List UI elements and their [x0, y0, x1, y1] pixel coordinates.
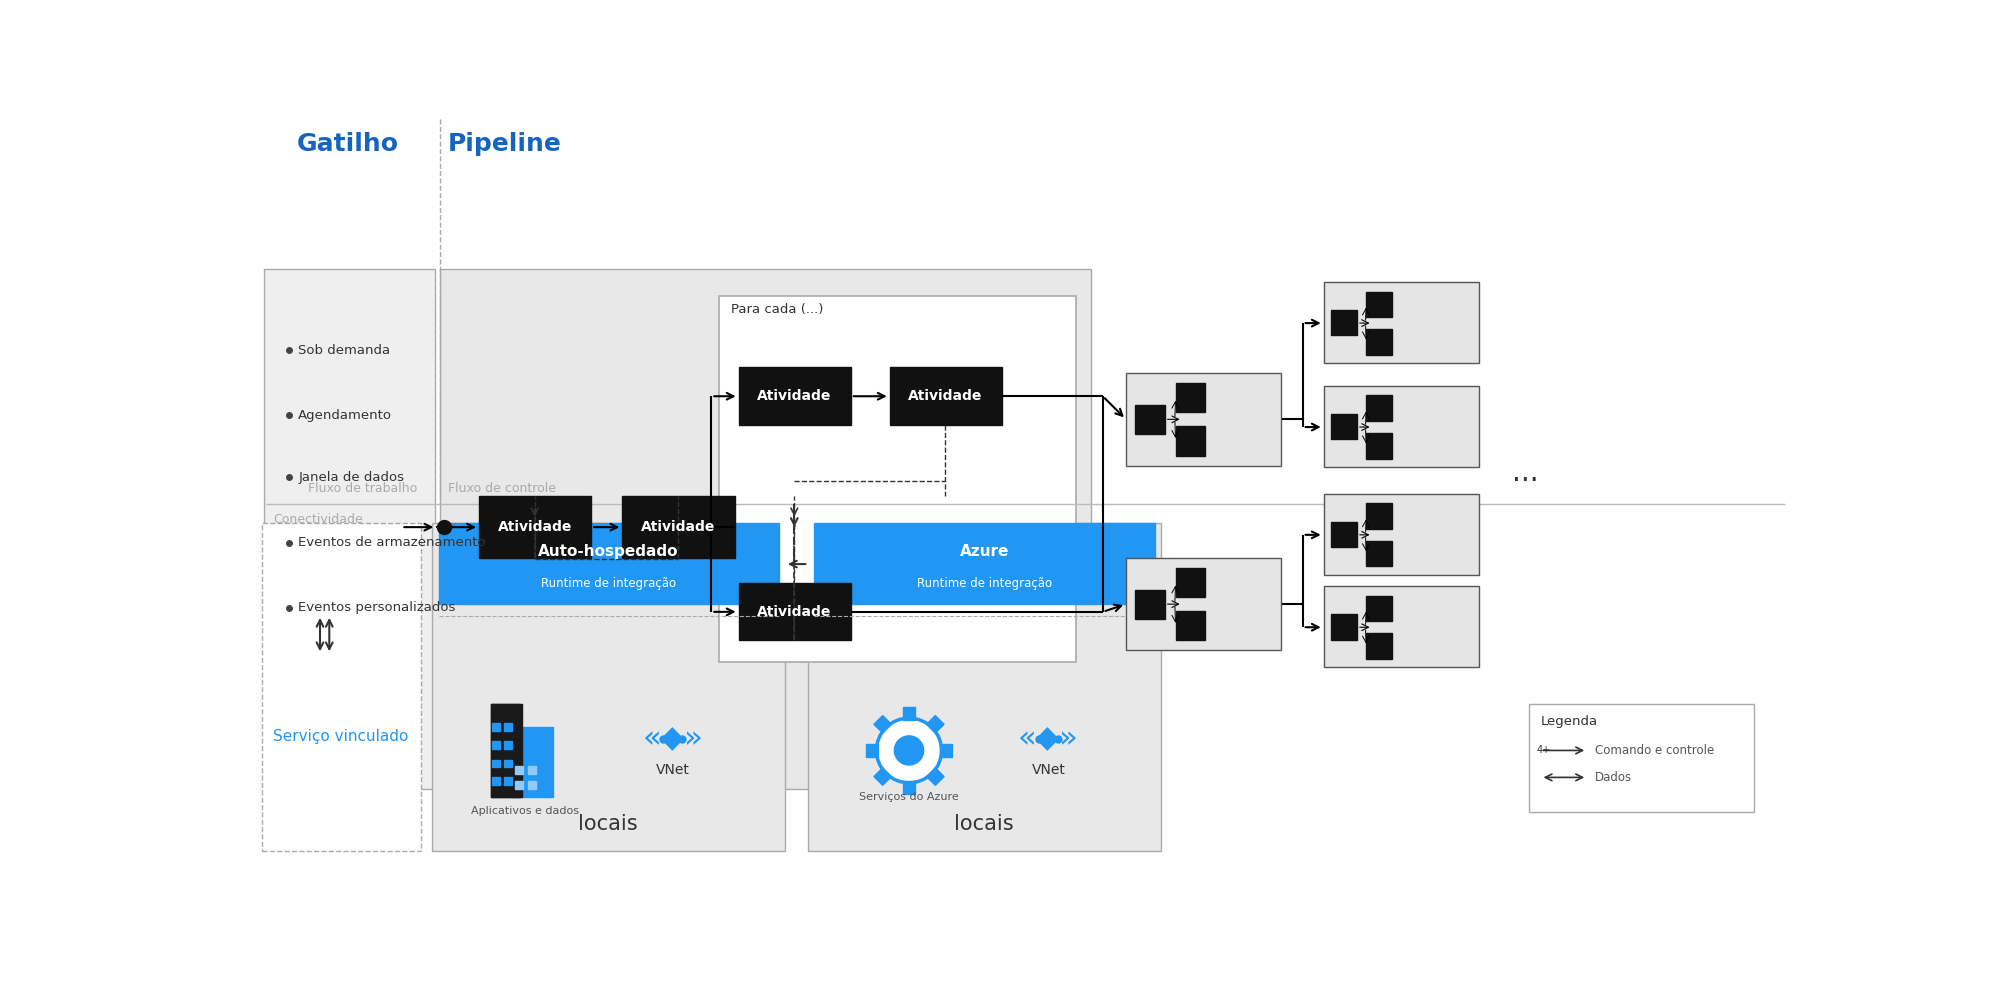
Bar	[1125, 558, 1281, 651]
Bar	[505, 741, 513, 749]
Bar	[1175, 427, 1205, 455]
Bar	[1135, 589, 1165, 619]
Bar	[529, 766, 537, 774]
Bar	[1365, 634, 1391, 659]
Bar	[1365, 329, 1391, 355]
Text: Atividade: Atividade	[757, 605, 831, 619]
Text: «◆»: «◆»	[643, 724, 703, 753]
Bar	[492, 741, 500, 749]
Text: Runtime de integração: Runtime de integração	[541, 577, 677, 590]
Bar	[1530, 704, 1754, 812]
Bar	[719, 297, 1075, 662]
Text: Agendamento: Agendamento	[298, 409, 392, 422]
Bar	[492, 723, 500, 731]
Bar	[623, 496, 735, 558]
Bar	[478, 496, 591, 558]
Bar	[1323, 494, 1479, 575]
Bar	[903, 782, 915, 794]
Bar	[1323, 283, 1479, 363]
Text: Atividade: Atividade	[757, 389, 831, 403]
Bar	[889, 367, 1001, 425]
Text: Atividade: Atividade	[496, 520, 573, 534]
Bar	[903, 707, 915, 719]
Text: Comando e controle: Comando e controle	[1596, 744, 1714, 757]
Bar	[490, 704, 521, 797]
Bar	[1331, 414, 1357, 439]
Bar	[1331, 614, 1357, 640]
Bar	[927, 715, 945, 733]
Text: Azure: Azure	[959, 544, 1009, 559]
Text: locais: locais	[955, 813, 1013, 833]
Text: Atividade: Atividade	[641, 520, 715, 534]
Text: Legenda: Legenda	[1542, 714, 1598, 728]
Text: Runtime de integração: Runtime de integração	[917, 577, 1051, 590]
Bar	[438, 524, 779, 604]
Bar	[1331, 310, 1357, 335]
Circle shape	[895, 736, 923, 765]
Bar	[262, 524, 420, 850]
Bar	[1135, 405, 1165, 434]
Circle shape	[877, 718, 941, 783]
Bar	[1365, 541, 1391, 566]
Bar	[1323, 386, 1479, 467]
Bar	[515, 766, 523, 774]
Bar	[1175, 611, 1205, 640]
Bar	[440, 269, 1091, 789]
Text: Atividade: Atividade	[909, 389, 983, 403]
Bar	[1175, 383, 1205, 413]
Bar	[492, 778, 500, 785]
Bar	[1365, 434, 1391, 458]
Bar	[941, 744, 953, 757]
Text: Conectividade: Conectividade	[274, 513, 362, 526]
Bar	[1365, 396, 1391, 421]
Text: Auto-hospedado: Auto-hospedado	[539, 544, 679, 559]
Bar	[264, 269, 434, 789]
Text: Dados: Dados	[1596, 771, 1632, 784]
Text: Para cada (...): Para cada (...)	[731, 304, 823, 316]
Bar	[505, 760, 513, 768]
Text: ...: ...	[1512, 459, 1538, 487]
Text: Sob demanda: Sob demanda	[298, 343, 390, 356]
Bar	[1365, 503, 1391, 529]
Bar	[1331, 522, 1357, 548]
Text: VNet: VNet	[1031, 763, 1065, 777]
Text: Gatilho: Gatilho	[296, 132, 398, 156]
Bar	[1365, 292, 1391, 316]
Text: Pipeline: Pipeline	[448, 132, 563, 156]
Bar	[865, 744, 879, 757]
Text: VNet: VNet	[657, 763, 689, 777]
Bar	[739, 367, 851, 425]
Bar	[511, 727, 553, 797]
Text: Aplicativos e dados: Aplicativos e dados	[470, 806, 579, 815]
Bar	[875, 768, 891, 786]
Text: «◆»: «◆»	[1019, 724, 1079, 753]
Bar	[505, 778, 513, 785]
Text: Fluxo de controle: Fluxo de controle	[448, 482, 557, 495]
Bar	[1175, 568, 1205, 597]
Bar	[809, 524, 1161, 850]
Text: Eventos de armazenamento: Eventos de armazenamento	[298, 536, 486, 549]
Text: 4+: 4+	[1538, 745, 1552, 756]
Bar	[492, 760, 500, 768]
Bar	[490, 704, 521, 797]
Bar	[1323, 586, 1479, 668]
Text: Fluxo de trabalho: Fluxo de trabalho	[308, 482, 418, 495]
Text: locais: locais	[579, 813, 639, 833]
Bar	[927, 768, 945, 786]
Text: Eventos personalizados: Eventos personalizados	[298, 601, 456, 614]
Bar	[739, 582, 851, 640]
Bar	[1365, 595, 1391, 621]
Bar	[875, 715, 891, 733]
Text: Janela de dados: Janela de dados	[298, 470, 404, 483]
Text: Serviços do Azure: Serviços do Azure	[859, 792, 959, 802]
Bar	[815, 524, 1155, 604]
Bar	[529, 782, 537, 789]
Text: Serviço vinculado: Serviço vinculado	[272, 728, 408, 743]
Bar	[515, 782, 523, 789]
Bar	[505, 723, 513, 731]
Bar	[432, 524, 785, 850]
Bar	[1125, 373, 1281, 465]
